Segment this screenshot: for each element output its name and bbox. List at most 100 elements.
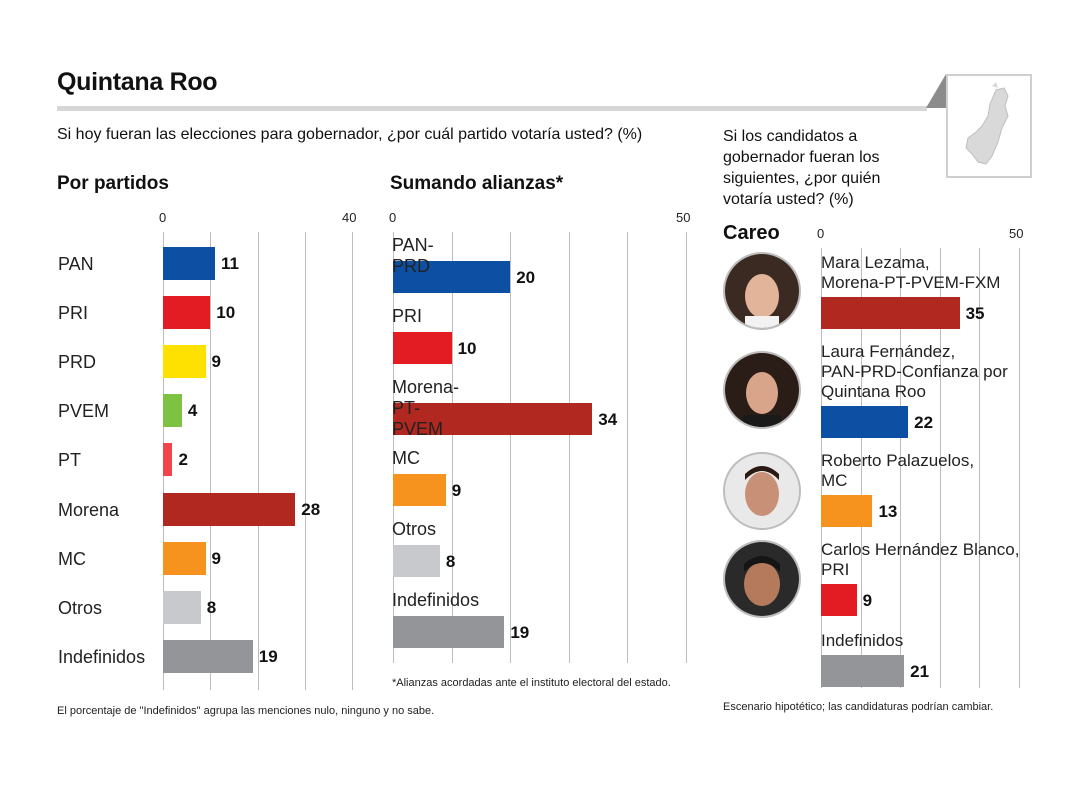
data-label: 10 [216,303,236,322]
category-label: PRI [392,306,423,326]
bar [821,584,857,616]
bar [393,474,446,506]
data-label: 21 [910,662,930,681]
section-title-parties: Por partidos [57,173,169,194]
tick-label: 50 [676,210,691,225]
category-label: Morena [58,500,120,520]
category-label: Mara Lezama, [821,253,930,272]
category-label: PRI [58,303,89,323]
data-label: 13 [878,502,898,521]
gridline [1019,248,1020,688]
category-label: Morena-PT-PVEM-FXM [821,273,1001,292]
bar [163,493,296,526]
category-label: Otros [58,598,103,618]
category-label: PAN-PRD-Confianza por [821,362,1008,381]
bar [821,297,960,329]
data-label: 9 [211,549,221,568]
category-label: PRD [58,352,97,372]
data-label: 9 [862,591,873,610]
category-label: PVEM [58,401,110,421]
data-label: 34 [598,410,618,429]
quintana-roo-map-icon [946,74,1032,178]
category-label: PT [58,450,82,470]
tick-label: 50 [1009,226,1024,241]
bar [821,655,905,687]
bar [393,545,440,577]
footnote-parties: El porcentaje de "Indefinidos" agrupa la… [57,705,435,717]
category-label: PRI [821,560,850,579]
bar [163,345,206,378]
data-label: 19 [510,623,530,642]
data-label: 11 [220,254,239,273]
tick-label: 0 [817,226,825,241]
gridline [393,232,394,663]
map-corner-triangle [926,74,946,108]
gridline [979,248,981,688]
category-label: MC [392,448,420,468]
section-title-matchup: Careo [723,222,780,244]
data-label: 2 [178,450,188,469]
gridline [451,232,453,663]
category-label: PAN [58,254,94,274]
bar [163,394,182,427]
bar [163,247,215,280]
footnote-matchup: Escenario hipotético; las candidaturas p… [723,701,994,713]
bar [163,443,173,476]
category-label: Otros [392,519,437,539]
data-label: 10 [457,339,477,358]
category-label: Morena-PT-PVEM [392,377,460,439]
section-title-alliances: Sumando alianzas* [390,173,564,194]
data-label: 9 [211,352,221,371]
gridline [352,232,353,690]
gridline [860,248,862,688]
bar [163,296,211,329]
gridline [686,232,687,663]
gridline [210,232,212,690]
gridline [510,232,512,663]
data-label: 20 [516,268,536,287]
category-label: MC [58,549,86,569]
bar [393,261,511,293]
question-candidates: Si los candidatos a gobernador fueran lo… [723,128,881,208]
candidate-photo-mara-lezama [723,252,801,330]
gridline [568,232,570,663]
category-label: Indefinidos [58,647,146,667]
bar [393,403,593,435]
gridline [257,232,259,690]
gridline [939,248,941,688]
gridline [900,248,902,688]
bar [393,332,452,364]
tick-label: 0 [159,210,167,225]
category-label: Laura Fernández, [821,342,956,361]
category-label: Indefinidos [821,631,904,650]
bar [821,406,909,438]
data-label: 22 [914,413,934,432]
title-rule [57,106,927,111]
gridline [304,232,306,690]
data-label: 28 [301,500,321,519]
category-label: Roberto Palazuelos, [821,451,975,470]
bar [393,616,505,648]
data-label: 4 [187,401,198,420]
category-label: Indefinidos [392,590,480,610]
candidate-photo-roberto-palazuelos [723,452,801,530]
bar [821,495,873,527]
question-parties: Si hoy fueran las elecciones para gobern… [57,126,643,143]
data-label: 8 [445,552,456,571]
data-label: 19 [258,647,278,666]
footnote-alliances: *Alianzas acordadas ante el instituto el… [392,677,671,689]
category-label: PAN-PRD [392,235,434,276]
bar [163,591,201,624]
tick-label: 40 [342,210,357,225]
data-label: 8 [206,598,217,617]
category-label: Carlos Hernández Blanco, [821,540,1020,559]
candidate-photo-carlos-hernandez-blanco [723,540,801,618]
category-label: Quintana Roo [821,382,926,401]
tick-label: 0 [389,210,397,225]
candidate-photo-laura-fernandez [723,351,801,429]
category-label: MC [821,471,848,490]
data-label: 35 [965,304,985,323]
gridline [627,232,629,663]
page-title: Quintana Roo [57,68,218,96]
bar [163,640,253,673]
